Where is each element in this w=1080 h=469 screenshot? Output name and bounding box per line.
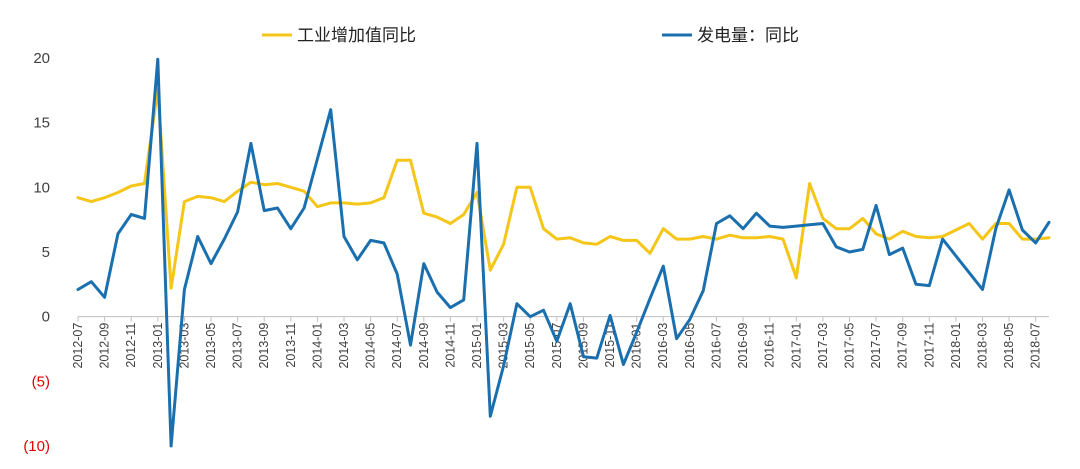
x-tick-label: 2017-11	[922, 323, 936, 368]
y-tick-label: (10)	[23, 438, 50, 455]
y-tick-label: 10	[33, 179, 50, 196]
x-tick-label: 2014-05	[364, 323, 378, 369]
x-tick-label: 2013-07	[231, 323, 245, 369]
x-tick-label: 2017-05	[842, 323, 856, 369]
x-tick-label: 2012-11	[124, 323, 138, 368]
x-tick-label: 2016-11	[763, 323, 777, 368]
x-tick-label: 2015-09	[576, 323, 590, 369]
x-tick-label: 2014-09	[417, 323, 431, 369]
x-tick-label: 2016-05	[683, 323, 697, 369]
x-tick-label: 2015-01	[470, 323, 484, 369]
legend: 工业增加值同比 发电量：同比	[262, 26, 799, 46]
x-tick-label: 2016-07	[709, 323, 723, 369]
x-tick-label: 2013-01	[151, 323, 165, 369]
y-axis: 20 15 10 5 0 (5) (10)	[23, 50, 50, 455]
x-tick-label: 2017-03	[816, 323, 830, 369]
x-tick-label: 2016-03	[656, 323, 670, 369]
x-tick-label: 2015-03	[497, 323, 511, 369]
y-tick-label: 0	[42, 309, 50, 326]
x-tick-label: 2013-11	[284, 323, 298, 368]
x-tick-label: 2013-09	[257, 323, 271, 369]
x-axis: 2012-07 2012-09 2012-11 2013-01 2013-03 2013-…	[71, 316, 1043, 369]
x-tick-label: 2014-07	[390, 323, 404, 369]
legend-label-power: 发电量：同比	[697, 26, 799, 46]
x-tick-label: 2014-01	[310, 323, 324, 369]
y-tick-label: 20	[33, 50, 50, 67]
y-tick-label: 15	[33, 115, 50, 132]
x-tick-label: 2018-01	[949, 323, 963, 369]
x-tick-label: 2015-05	[523, 323, 537, 369]
y-tick-label: (5)	[32, 373, 50, 390]
x-tick-label: 2017-01	[789, 323, 803, 369]
x-tick-label: 2018-03	[975, 323, 989, 369]
y-tick-label: 5	[42, 244, 50, 261]
x-tick-label: 2012-09	[98, 323, 112, 369]
plot-area	[76, 57, 1051, 448]
x-tick-label: 2014-11	[443, 323, 457, 368]
x-tick-label: 2014-03	[337, 323, 351, 369]
x-tick-label: 2017-07	[869, 323, 883, 369]
x-tick-label: 2018-05	[1002, 323, 1016, 369]
x-tick-label: 2016-09	[736, 323, 750, 369]
legend-label-industrial: 工业增加值同比	[297, 26, 416, 46]
x-tick-label: 2012-07	[71, 323, 85, 369]
x-tick-label: 2018-07	[1029, 323, 1043, 369]
x-tick-label: 2016-01	[630, 323, 644, 369]
series-line-power	[76, 57, 1051, 448]
x-tick-label: 2017-09	[896, 323, 910, 369]
series-line-industrial	[76, 87, 1051, 290]
x-tick-label: 2013-05	[204, 323, 218, 369]
